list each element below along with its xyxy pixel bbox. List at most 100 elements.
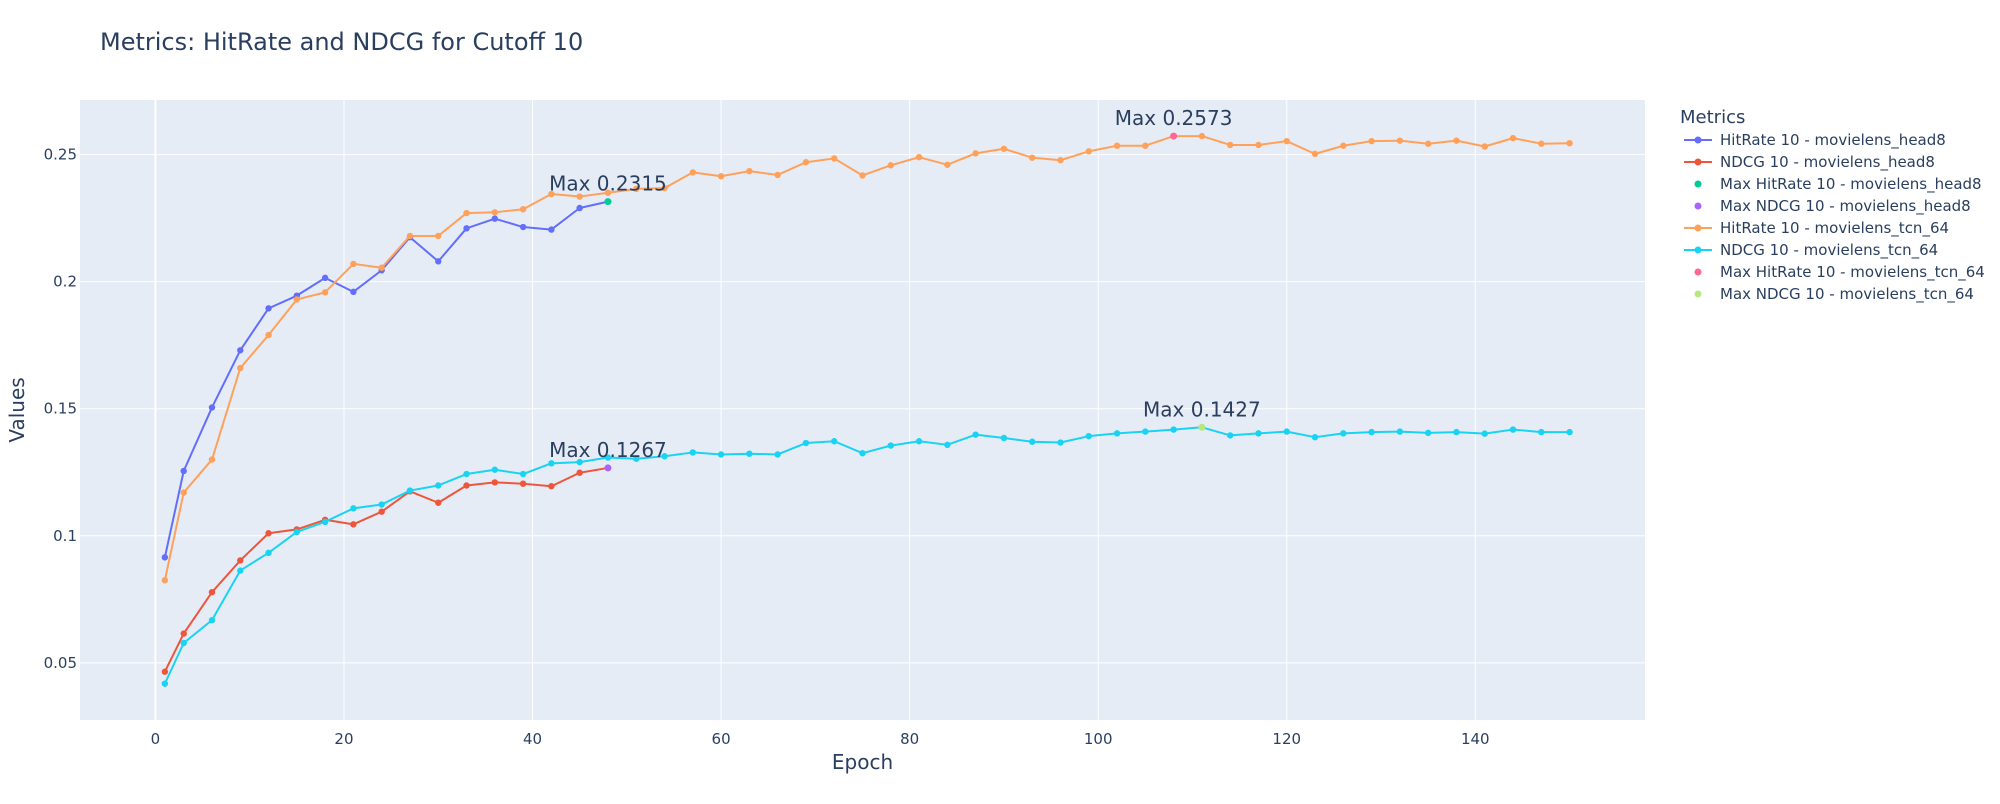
data-point	[350, 505, 357, 512]
data-point	[406, 487, 414, 494]
data-point	[1255, 430, 1262, 437]
data-point	[406, 232, 414, 240]
legend-item[interactable]: Max HitRate 10 - movielens_tcn_64	[1694, 263, 1985, 282]
max-annotation: Max 0.1427	[1143, 397, 1261, 421]
data-point	[802, 439, 810, 447]
data-point	[1142, 142, 1149, 149]
data-point	[746, 167, 753, 175]
data-point	[208, 404, 216, 411]
x-tick-label: 20	[334, 730, 353, 748]
data-point	[717, 173, 725, 180]
data-point	[802, 159, 810, 166]
data-point	[1170, 426, 1177, 433]
data-point	[1283, 428, 1290, 435]
legend-swatch-marker	[1694, 136, 1702, 144]
data-point	[1113, 430, 1121, 437]
legend-item[interactable]: NDCG 10 - movielens_head8	[1684, 153, 1935, 172]
data-point	[161, 680, 169, 687]
data-point	[1481, 143, 1488, 150]
legend-label: NDCG 10 - movielens_head8	[1720, 153, 1935, 172]
data-point	[1396, 428, 1404, 435]
data-point	[435, 258, 442, 265]
data-point	[548, 460, 555, 467]
legend-label: Max NDCG 10 - movielens_head8	[1720, 197, 1971, 216]
data-point	[265, 549, 272, 557]
data-point	[161, 577, 169, 584]
data-point	[944, 161, 951, 168]
legend-item[interactable]: NDCG 10 - movielens_tcn_64	[1684, 241, 1938, 260]
y-tick-label: 0.15	[44, 400, 77, 418]
data-point	[1028, 438, 1036, 445]
data-point	[576, 204, 583, 212]
data-point	[1396, 137, 1404, 144]
data-point	[463, 470, 470, 478]
data-point	[435, 499, 442, 506]
data-point	[576, 469, 583, 476]
data-point	[689, 169, 697, 176]
plot-area	[80, 100, 1645, 720]
data-point	[1198, 423, 1206, 431]
data-point	[887, 162, 894, 169]
x-tick-label: 80	[900, 730, 919, 748]
data-point	[491, 479, 499, 486]
data-point	[1311, 433, 1319, 441]
data-point	[774, 451, 781, 458]
data-point	[180, 630, 187, 637]
data-point	[1538, 428, 1545, 436]
data-point	[633, 455, 640, 462]
data-point	[1453, 428, 1460, 436]
legend-label: Max HitRate 10 - movielens_head8	[1720, 175, 1982, 194]
data-point	[435, 232, 442, 240]
data-point	[208, 616, 216, 624]
legend-label: Max HitRate 10 - movielens_tcn_64	[1720, 263, 1985, 282]
legend-item[interactable]: HitRate 10 - movielens_head8	[1684, 131, 1946, 150]
data-point	[265, 305, 272, 312]
data-point	[519, 223, 527, 231]
data-point	[237, 557, 244, 564]
data-point	[1453, 137, 1460, 144]
data-point	[1057, 157, 1064, 164]
x-tick-label: 120	[1272, 730, 1301, 748]
data-point	[161, 668, 169, 675]
legend-swatch-marker	[1694, 180, 1702, 188]
data-point	[180, 467, 187, 475]
y-axis-label: Values	[5, 377, 29, 442]
chart-title: Metrics: HitRate and NDCG for Cutoff 10	[100, 28, 583, 56]
data-point	[604, 198, 612, 206]
data-point	[831, 155, 838, 162]
data-point	[1424, 140, 1432, 147]
data-point	[576, 193, 583, 200]
data-point	[519, 470, 527, 478]
data-point	[944, 441, 951, 449]
data-point	[265, 331, 272, 339]
data-point	[1085, 432, 1092, 440]
data-point	[661, 453, 668, 460]
data-point	[915, 438, 923, 445]
data-point	[321, 518, 329, 526]
legend-swatch-marker	[1694, 290, 1702, 298]
legend-item[interactable]: Max NDCG 10 - movielens_tcn_64	[1694, 285, 1974, 304]
data-point	[491, 215, 499, 222]
data-point	[378, 501, 385, 508]
y-tick-label: 0.1	[53, 527, 77, 545]
data-point	[689, 449, 697, 456]
annotations: Max 0.2315 Max 0.1267 Max 0.2573 Max 0.1427	[549, 106, 1261, 462]
data-point	[1509, 134, 1517, 142]
legend-label: NDCG 10 - movielens_tcn_64	[1720, 241, 1938, 260]
x-axis-label: Epoch	[832, 750, 893, 774]
data-point	[774, 171, 781, 179]
x-tick-label: 100	[1084, 730, 1113, 748]
legend-items: HitRate 10 - movielens_head8 NDCG 10 - mo…	[1684, 131, 1985, 304]
x-tick-label: 140	[1461, 730, 1490, 748]
legend-swatch-marker	[1694, 224, 1702, 232]
legend-item[interactable]: Max NDCG 10 - movielens_head8	[1694, 197, 1971, 216]
data-point	[180, 639, 187, 647]
legend-label: HitRate 10 - movielens_tcn_64	[1720, 219, 1949, 238]
data-point	[604, 454, 612, 461]
data-point	[1226, 141, 1234, 149]
legend-item[interactable]: Max HitRate 10 - movielens_head8	[1694, 175, 1982, 194]
legend-item[interactable]: HitRate 10 - movielens_tcn_64	[1684, 219, 1949, 238]
legend-label: HitRate 10 - movielens_head8	[1720, 131, 1946, 150]
